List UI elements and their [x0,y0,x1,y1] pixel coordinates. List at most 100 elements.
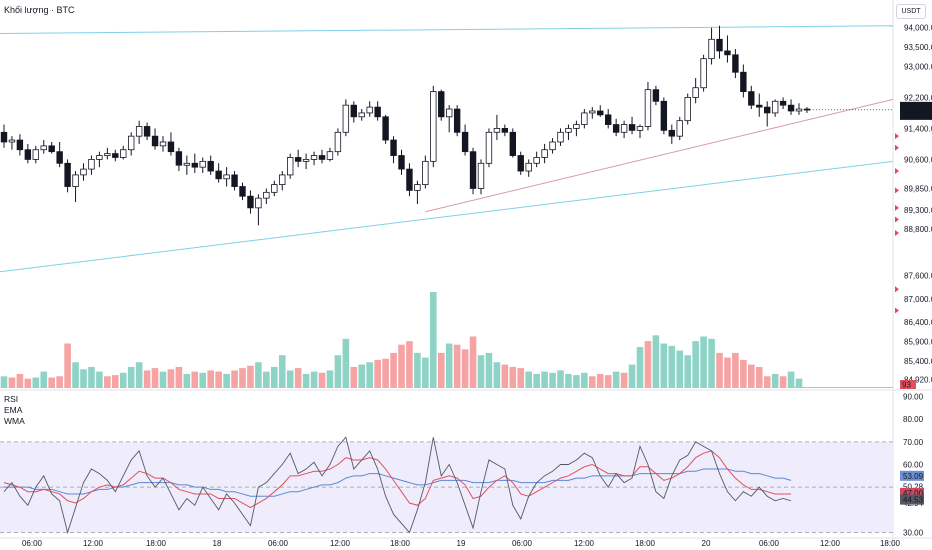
volume-bar [755,366,763,388]
candle-body [342,104,350,133]
candle-body [326,151,334,160]
candle-body [310,155,318,160]
candle-body [612,124,620,133]
candle-body [644,89,652,127]
candle-body [64,162,71,187]
price-tick-label: 94,000.00 [904,24,932,33]
rsi-badge-label: 44.53 [903,496,924,505]
volume-bar [223,373,230,388]
volume-bar [127,366,135,388]
candle-body [199,160,206,168]
candle-body [557,131,564,143]
volume-bar [48,377,55,388]
candle-body [72,174,79,187]
time-tick-label: 18:00 [146,539,167,548]
indicator-rsi-label: RSI [4,394,19,404]
volume-bar [0,376,8,388]
price-tick-label: 89,850.00 [904,184,932,193]
volume-bar [612,371,620,388]
volume-bar [779,376,787,388]
candle-body [581,112,588,125]
volume-bar [24,378,32,388]
candle-body [294,157,302,162]
volume-bar [286,370,294,388]
volume-bar [56,376,63,388]
price-tick-label: 93,500.00 [904,43,932,52]
time-tick-label: 18:00 [880,539,901,548]
volume-bar [493,362,501,388]
candle-body [167,141,175,153]
price-tick-label: 84,920.00 [904,375,932,384]
rsi-tick-label: 30.00 [903,528,924,537]
candle-body [120,149,127,158]
candle-body [469,151,477,189]
candle-body [8,139,16,143]
volume-bar [104,376,111,388]
price-tick-label: 87,600.00 [904,272,932,281]
candle-body [700,58,707,89]
volume-bar [271,366,278,388]
price-tick-label: 87,000.00 [904,295,932,304]
candle-body [549,141,556,151]
volume-bar [398,344,405,388]
candle-body [708,38,715,60]
volume-bar [215,371,222,388]
time-tick-label: 06:00 [268,539,289,548]
alert-marker [895,230,899,237]
volume-bar [692,341,699,388]
volume-bar [207,370,214,388]
time-tick-label: 18:00 [390,539,411,548]
alert-marker [895,168,899,175]
candle-body [151,135,159,147]
candle-body [247,195,254,209]
volume-bar [652,335,660,388]
volume-bar [366,362,373,388]
alert-marker [895,133,899,140]
candle-body [96,155,103,160]
volume-bar [247,365,254,388]
volume-bar [549,372,556,388]
price-tick-label: 92,200.00 [904,93,932,102]
rsi-badge-label: 53.09 [903,472,924,481]
volume-bar [32,377,40,388]
volume-bar [175,366,183,388]
candle-body [334,131,342,153]
time-tick-label: 20 [702,539,711,548]
volume-bar [294,368,302,388]
price-tick-label: 88,800.00 [904,225,932,234]
candle-body [589,110,596,114]
candle-body [684,97,691,122]
candle-body [605,114,612,125]
volume-bar [278,355,286,388]
volume-bar [660,343,668,388]
price-tick-label: 85,900.00 [904,338,932,347]
trendline-upper [0,25,894,34]
candle-body [438,91,445,118]
candle-body [358,112,365,118]
candle-body [175,151,183,166]
volume-bar [636,347,644,388]
volume-bar [620,372,628,388]
candle-body [485,131,493,164]
wma-line [4,468,792,497]
candle-body [501,128,509,133]
volume-bar [255,362,262,388]
candle-body [692,87,699,98]
candle-body [565,128,572,133]
volume-bar [239,368,246,388]
time-tick-label: 18:00 [635,539,656,548]
volume-bar [716,352,723,388]
volume-bar [40,371,48,388]
volume-bar [151,368,159,388]
candle-body [732,54,739,73]
currency-button[interactable]: USDT [896,4,926,19]
volume-bar [414,352,421,388]
indicator-wma-label: WMA [4,416,25,426]
volume-bar [573,375,580,388]
volume-bar [119,372,127,388]
candle-body [509,131,516,156]
candle-body [215,170,222,180]
volume-bar [350,366,358,388]
volume-bar [596,373,604,388]
